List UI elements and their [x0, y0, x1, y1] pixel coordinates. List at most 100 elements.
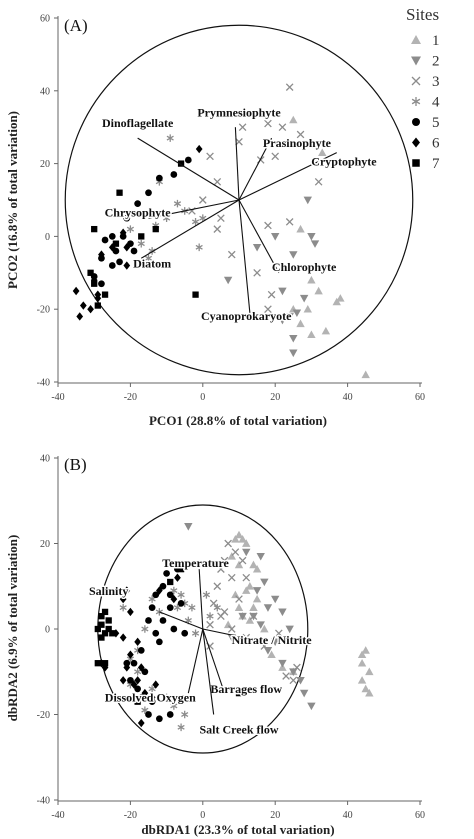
site-3-point: [217, 612, 225, 620]
legend-marker-site-7: [412, 159, 420, 167]
site-6-point: [156, 586, 163, 595]
vector-cyanoprokaryote: [238, 199, 251, 313]
site-1-point: [307, 330, 316, 339]
site-1-point: [307, 275, 316, 284]
site-1-point: [242, 539, 251, 547]
site-4-point: [188, 603, 196, 612]
legend-marker-site-5: [412, 118, 420, 126]
site-1-point: [357, 650, 367, 659]
site-5-point: [112, 247, 120, 255]
site-2-point: [278, 659, 287, 668]
site-5-point: [127, 240, 134, 248]
site-5-point: [108, 262, 116, 269]
site-5-point: [123, 659, 131, 667]
site-4-point: [137, 239, 145, 248]
site-2-point: [299, 294, 309, 303]
site-3-point: [235, 595, 243, 603]
vector-label-dissolved-oxygen: Dissolved Oxygen: [105, 691, 196, 705]
site-2-point: [271, 233, 280, 241]
site-3-point: [198, 196, 207, 204]
site-1-point: [245, 582, 255, 590]
site-6-point: [123, 663, 131, 672]
site-6-point: [148, 693, 156, 702]
x-tick-label: 0: [200, 810, 205, 821]
panel-a-x-axis-label: PCO1 (28.8% of total variation): [149, 413, 327, 428]
site-1-point: [365, 688, 374, 697]
vector-label-halo-salt-creek-flow: Salt Creek flow: [199, 723, 278, 737]
site-7-point: [94, 302, 101, 309]
site-5-point: [134, 200, 141, 207]
site-4-point: [134, 667, 142, 676]
legend-label-site-3: 3: [432, 74, 440, 90]
vector-label-halo-chrysophyte: Chrysophyte: [105, 205, 172, 219]
panel-b-x-ticks: -40 -20 0 20 40 60: [51, 801, 425, 821]
site-2-point: [252, 587, 262, 595]
vector-label-halo-chlorophyte: Chlorophyte: [272, 260, 337, 274]
site-2-point: [271, 638, 280, 647]
site-6-point: [195, 144, 203, 154]
y-tick-label: -40: [37, 378, 50, 389]
site-1-point: [357, 676, 367, 684]
y-tick-label: 40: [40, 454, 50, 465]
site-6-point: [127, 607, 134, 617]
legend: Sites 1 2 3 4 5 6 7: [406, 5, 440, 172]
site-7-point: [91, 225, 98, 233]
site-3-point: [206, 620, 214, 629]
site-7-point: [192, 291, 199, 298]
x-tick-label: -40: [51, 810, 64, 821]
site-3-point: [238, 123, 247, 132]
site-1-point: [357, 659, 367, 667]
panel-b-plot-area: [58, 458, 420, 800]
panel-a-correlation-circle: [64, 24, 414, 376]
site-6-point: [134, 637, 141, 647]
site-6-point: [134, 676, 141, 685]
site-1-point: [234, 530, 244, 539]
site-2-point: [307, 702, 316, 711]
site-4-point: [206, 612, 214, 620]
site-6-point: [119, 228, 127, 237]
site-2-point: [303, 196, 312, 205]
vector-salt-creek-flow: [202, 628, 215, 715]
site-2-point: [289, 349, 298, 358]
site-7-point: [105, 617, 112, 624]
site-5-point: [108, 233, 116, 240]
site-4-point: [141, 625, 149, 633]
site-6-point: [127, 650, 134, 659]
site-3-point: [293, 663, 301, 672]
site-1-point: [234, 560, 244, 569]
site-3-point: [227, 573, 236, 582]
site-3-point: [217, 565, 225, 573]
panel-b-vectors: TemperatureTemperatureSalinitySalinityNi…: [88, 555, 314, 739]
site-2-point: [271, 595, 280, 604]
site-6-point: [98, 659, 105, 668]
site-6-point: [137, 663, 145, 672]
site-5-point: [123, 214, 131, 222]
site-2-point: [263, 604, 273, 612]
site-2-point: [289, 668, 298, 676]
site-4-point: [199, 214, 207, 222]
site-5-point: [148, 698, 156, 706]
site-7-point: [98, 621, 105, 628]
vector-label-halo-cyanoprokaryote: Cyanoprokaryote: [201, 309, 292, 323]
y-tick-label: 0: [45, 232, 50, 243]
legend-marker-site-1: [411, 35, 421, 44]
legend-marker-site-2: [411, 56, 421, 66]
site-5-point: [141, 668, 149, 676]
site-1-point: [231, 590, 240, 599]
site-6-point: [119, 676, 127, 685]
site-4-point: [177, 591, 185, 599]
site-4-point: [119, 603, 127, 612]
site-7-point: [105, 625, 112, 633]
vector-label-halo-dissolved-oxygen: Dissolved Oxygen: [105, 691, 196, 705]
site-1-point: [249, 560, 258, 569]
site-2-point: [184, 523, 193, 531]
site-7-point: [101, 630, 109, 637]
vector-temperature: [198, 569, 204, 630]
site-2-point: [278, 608, 287, 617]
site-5-point: [152, 591, 160, 599]
panel-a-vectors: DinoflagellateDinoflagellatePrymnesiophy…: [100, 104, 378, 325]
site-5-point: [170, 171, 178, 178]
site-3-point: [209, 599, 218, 608]
site-5-point: [145, 189, 152, 197]
